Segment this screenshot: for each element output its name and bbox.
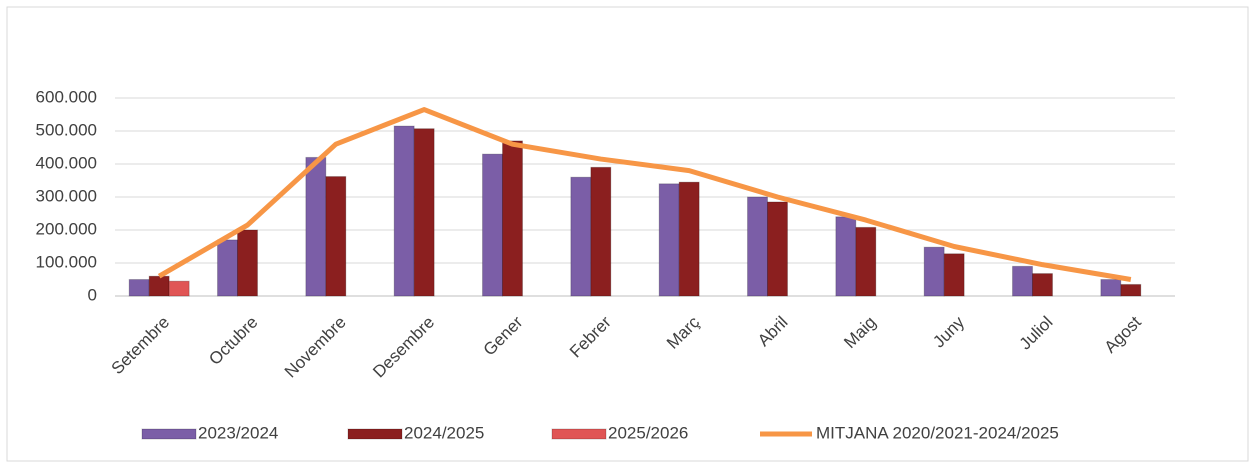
bar xyxy=(678,181,700,297)
legend-swatch xyxy=(551,428,607,440)
bar xyxy=(148,275,170,297)
bar xyxy=(1032,273,1053,297)
legend-label: MITJANA 2020/2021-2024/2025 xyxy=(816,423,1059,442)
bar xyxy=(393,125,415,297)
bar xyxy=(1012,265,1033,297)
legend-swatch xyxy=(141,428,197,440)
bar xyxy=(835,216,857,297)
chart-frame xyxy=(6,6,1249,462)
bar xyxy=(1120,283,1142,297)
y-tick-label: 100.000 xyxy=(36,252,97,271)
bar xyxy=(502,140,523,297)
y-tick-label: 300.000 xyxy=(36,186,97,205)
bar xyxy=(747,196,768,297)
bar xyxy=(855,226,877,297)
legend-label: 2024/2025 xyxy=(404,423,484,442)
bar xyxy=(413,128,435,297)
legend-label: 2023/2024 xyxy=(198,423,278,442)
y-tick-label: 200.000 xyxy=(36,219,97,238)
bar xyxy=(590,166,612,297)
bar xyxy=(767,201,788,297)
bar xyxy=(923,246,945,297)
bar xyxy=(128,279,150,297)
bar xyxy=(168,280,190,297)
bar xyxy=(943,253,965,297)
bar xyxy=(482,153,503,297)
y-tick-label: 400.000 xyxy=(36,153,97,172)
bar xyxy=(1100,279,1122,297)
y-tick-label: 0 xyxy=(88,285,97,304)
y-tick-label: 500.000 xyxy=(36,120,97,139)
bar xyxy=(570,176,592,297)
bar xyxy=(325,176,347,297)
legend-swatch xyxy=(347,428,403,440)
bar xyxy=(305,156,327,297)
line xyxy=(157,107,1132,282)
bar xyxy=(237,229,258,297)
legend-label: 2025/2026 xyxy=(608,423,688,442)
bar xyxy=(217,239,238,297)
y-tick-label: 600.000 xyxy=(36,87,97,106)
bar xyxy=(658,183,680,297)
